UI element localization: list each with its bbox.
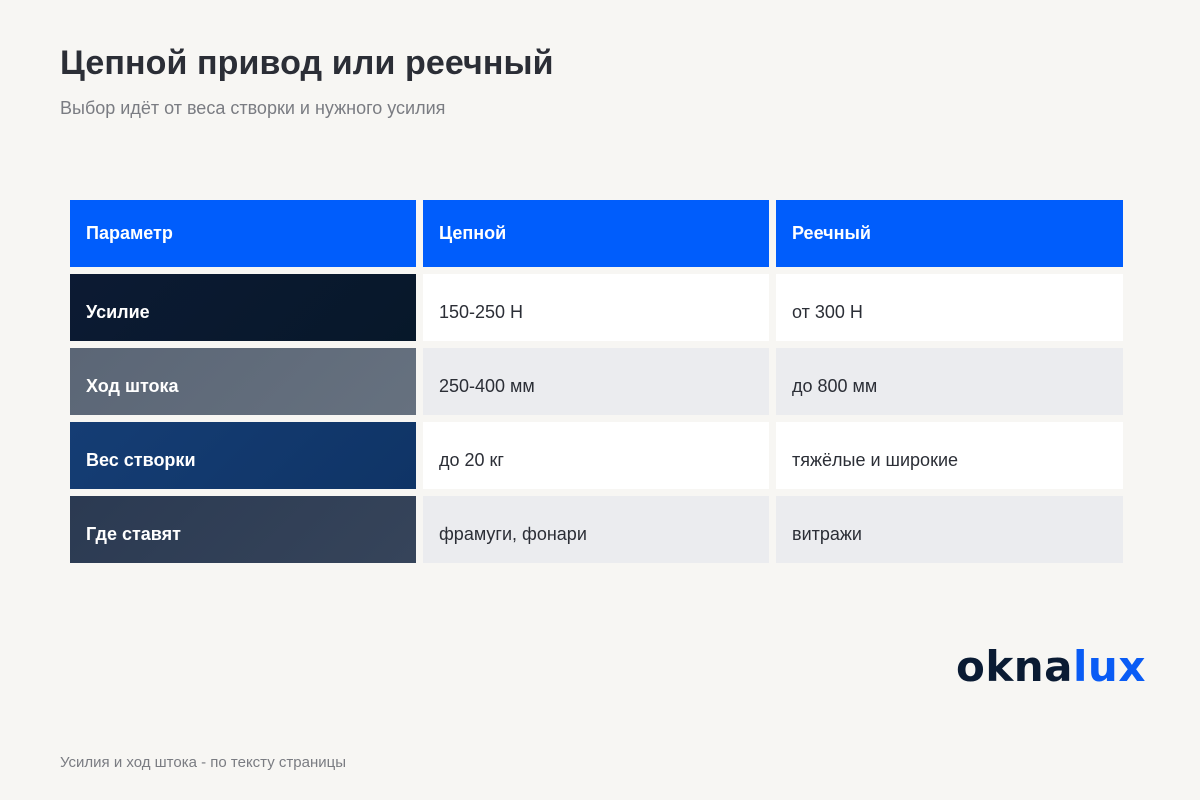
comparison-table: Параметр Цепной Реечный Усилие 150-250 Н…: [70, 200, 1123, 570]
row-label-sash-weight: Вес створки: [70, 422, 416, 489]
cell-usage-rack: витражи: [776, 496, 1123, 563]
cell-stroke-rack: до 800 мм: [776, 348, 1123, 415]
cell-usage-chain: фрамуги, фонари: [423, 496, 769, 563]
cell-weight-rack: тяжёлые и широкие: [776, 422, 1123, 489]
cell-force-chain: 150-250 Н: [423, 274, 769, 341]
row-label-stroke: Ход штока: [70, 348, 416, 415]
header-cell-parameter: Параметр: [70, 200, 416, 267]
footnote: Усилия и ход штока - по тексту страницы: [60, 754, 346, 771]
header-cell-rack: Реечный: [776, 200, 1123, 267]
header-cell-chain: Цепной: [423, 200, 769, 267]
row-label-force: Усилие: [70, 274, 416, 341]
page-subtitle: Выбор идёт от веса створки и нужного уси…: [60, 98, 446, 118]
cell-stroke-chain: 250-400 мм: [423, 348, 769, 415]
cell-weight-chain: до 20 кг: [423, 422, 769, 489]
brand-logo: oknalux: [956, 642, 1146, 691]
row-label-usage: Где ставят: [70, 496, 416, 563]
logo-part-lux: lux: [1073, 642, 1146, 691]
page-title: Цепной привод или реечный: [60, 44, 554, 82]
cell-force-rack: от 300 Н: [776, 274, 1123, 341]
logo-part-okna: okna: [956, 642, 1074, 691]
